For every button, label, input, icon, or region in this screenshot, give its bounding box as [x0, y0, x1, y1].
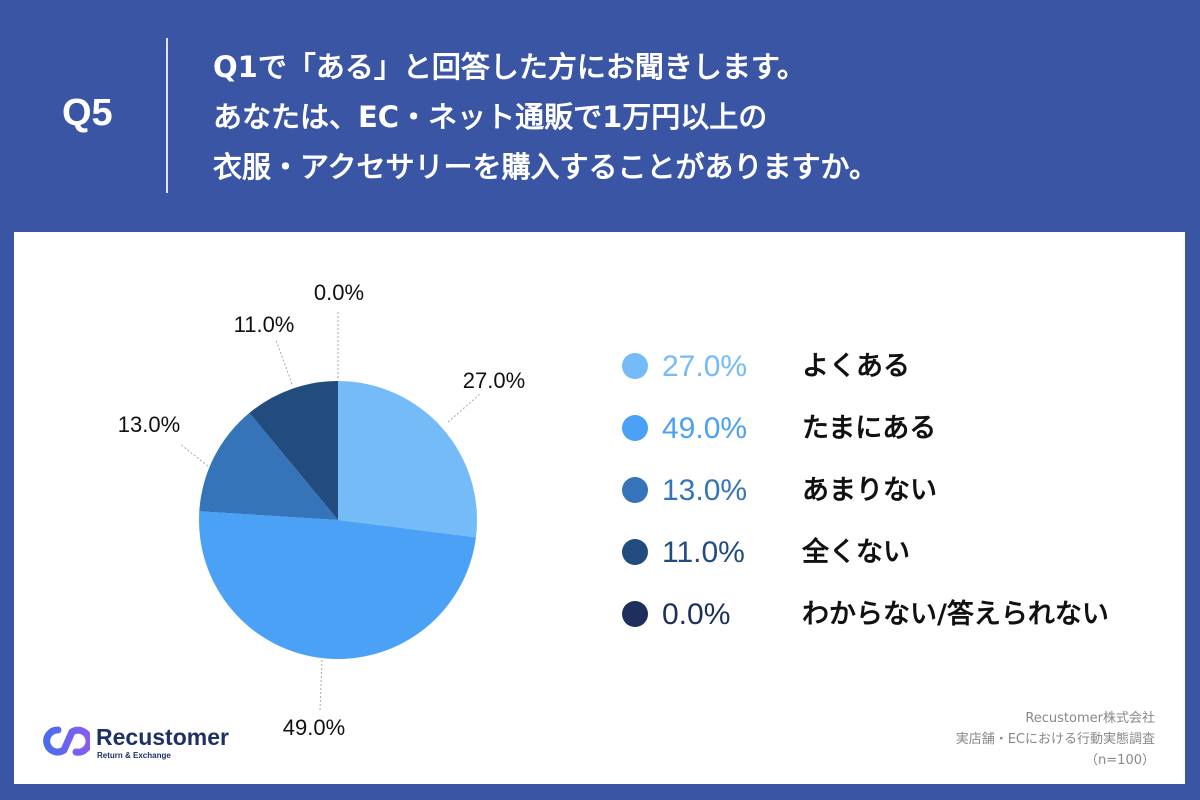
leader-line	[275, 339, 293, 385]
legend-swatch	[622, 477, 648, 503]
legend-label: あまりない	[802, 475, 937, 506]
legend-item: 49.0% たまにある	[622, 409, 1182, 449]
legend-value: 0.0%	[662, 598, 731, 631]
legend-swatch	[622, 601, 648, 627]
legend-swatch	[622, 353, 648, 379]
legend-label: 全くない	[802, 537, 910, 568]
leader-line	[179, 443, 209, 467]
legend-item: 27.0% よくある	[622, 347, 1182, 387]
brand-name: Recustomer	[96, 724, 229, 750]
source-line: 実店舗・ECにおける行動実態調査	[955, 732, 1155, 747]
pie-chart: 27.0% 49.0% 13.0% 11.0% 0.0%	[118, 280, 525, 740]
legend-label: たまにある	[802, 413, 937, 444]
question-line: あなたは、EC・ネット通販で1万円以上の	[213, 100, 768, 134]
legend-value: 11.0%	[662, 536, 745, 569]
chart-card: 27.0% 49.0% 13.0% 11.0% 0.0% 27.0% よくある 49.0% た…	[14, 232, 1185, 784]
legend-value: 27.0%	[662, 350, 748, 383]
pie-slice	[338, 381, 477, 538]
source-line: （n=100）	[1085, 753, 1155, 768]
slice-label: 0.0%	[314, 280, 364, 305]
slice-label: 27.0%	[463, 368, 525, 393]
leader-line	[319, 659, 323, 711]
question-line: 衣服・アクセサリーを購入することがありますか。	[213, 150, 878, 184]
slice-label: 49.0%	[283, 715, 345, 740]
recustomer-logo-icon	[43, 726, 90, 756]
legend-label: よくある	[802, 351, 910, 382]
question-line: Q1で「ある」と回答した方にお聞きします。	[213, 50, 806, 84]
question-number: Q5	[62, 92, 113, 134]
legend-item: 0.0% わからない/答えられない	[622, 595, 1182, 635]
legend-item: 11.0% 全くない	[622, 533, 1182, 573]
question-text: Q1で「ある」と回答した方にお聞きします。 あなたは、EC・ネット通販で1万円以…	[213, 42, 878, 192]
header: Q5 Q1で「ある」と回答した方にお聞きします。 あなたは、EC・ネット通販で1…	[0, 0, 1200, 232]
legend-swatch	[622, 415, 648, 441]
legend-swatch	[622, 539, 648, 565]
pie-slice	[199, 511, 476, 659]
header-divider	[166, 38, 168, 193]
pie-slice	[249, 381, 338, 520]
slice-label: 13.0%	[118, 412, 180, 437]
leader-line	[447, 393, 481, 423]
source-note: Recustomer株式会社 実店舗・ECにおける行動実態調査 （n=100）	[956, 708, 1155, 771]
brand-tagline: Return & Exchange	[97, 751, 171, 760]
legend-value: 49.0%	[662, 412, 748, 445]
pie-slice	[199, 412, 338, 520]
source-line: Recustomer株式会社	[1025, 711, 1155, 726]
legend-item: 13.0% あまりない	[622, 471, 1182, 511]
slice-label: 11.0%	[234, 312, 295, 337]
legend-label: わからない/答えられない	[802, 599, 1109, 630]
legend-value: 13.0%	[662, 474, 748, 507]
